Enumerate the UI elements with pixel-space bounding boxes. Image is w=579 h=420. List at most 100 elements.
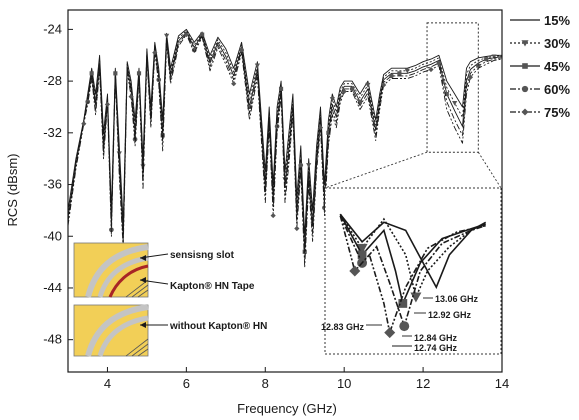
data-point xyxy=(152,50,158,56)
data-point xyxy=(200,32,205,37)
zoom-data-point xyxy=(356,243,368,254)
data-point xyxy=(294,225,300,232)
series-line-75pct xyxy=(67,34,503,268)
sensing-slot-outer-2 xyxy=(85,304,149,357)
label-without-kapton: without Kapton® HN xyxy=(169,321,267,332)
legend-marker xyxy=(521,108,529,116)
data-point xyxy=(365,82,371,88)
legend-marker xyxy=(522,63,528,69)
data-point xyxy=(389,73,394,79)
callout-arrowhead-tape xyxy=(140,277,146,283)
data-point xyxy=(254,63,260,69)
data-point xyxy=(156,77,162,83)
data-point xyxy=(128,94,134,100)
y-axis: -24 -28 -32 -36 -40 -44 -48 xyxy=(43,21,73,347)
y-tick-label: -28 xyxy=(43,73,62,88)
data-point xyxy=(104,101,111,107)
zoom-source-box xyxy=(426,22,479,153)
legend-label: 15% xyxy=(544,13,570,28)
data-point xyxy=(404,68,410,74)
callout-arrowhead-no-tape xyxy=(140,322,146,328)
zoom-data-point xyxy=(384,327,396,339)
y-tick-label: -44 xyxy=(43,280,62,295)
zoom-series-line xyxy=(339,213,487,290)
kapton-tape xyxy=(108,264,149,298)
sensing-slot-inner-2 xyxy=(97,315,149,357)
data-point xyxy=(491,54,497,60)
series-line-15pct xyxy=(67,28,502,237)
slot-hatch xyxy=(125,279,149,298)
legend: 15% 30% 45% 60% 75% xyxy=(510,13,570,120)
plot-frame xyxy=(67,9,503,373)
x-axis-title: Frequency (GHz) xyxy=(237,401,337,416)
zoom-data-point xyxy=(349,265,361,277)
data-point xyxy=(164,33,170,39)
data-point xyxy=(231,81,237,87)
data-point xyxy=(247,104,252,110)
series-group xyxy=(67,28,503,268)
label-kapton-tape: Kapton® HN Tape xyxy=(170,281,255,292)
zoom-annotation: 12.83 GHz xyxy=(321,322,365,332)
data-point xyxy=(484,57,489,62)
sensor-inset-callouts: sensisng slot Kapton® HN Tape without Ka… xyxy=(139,250,267,332)
data-point xyxy=(329,97,335,102)
data-point xyxy=(467,74,474,80)
data-point xyxy=(341,88,347,95)
slot-hatch-2 xyxy=(125,338,149,357)
zoom-annotation: 12.84 GHz xyxy=(414,333,458,343)
zoom-guide-right xyxy=(477,151,502,189)
data-point xyxy=(239,47,244,53)
sensor-inset-without-tape xyxy=(73,304,149,357)
x-axis: 4 6 8 10 12 14 xyxy=(104,367,509,391)
series-line-45pct xyxy=(67,31,503,253)
legend-label: 75% xyxy=(544,105,570,120)
label-sensing-slot: sensisng slot xyxy=(170,250,235,261)
zoom-annotation: 12.74 GHz xyxy=(414,343,458,353)
data-point xyxy=(357,99,363,104)
data-point xyxy=(452,101,458,106)
data-point xyxy=(326,130,331,135)
data-point xyxy=(317,125,324,131)
sensing-slot-outer xyxy=(85,244,149,298)
series-line-30pct xyxy=(67,30,503,245)
data-point xyxy=(444,91,449,97)
zoom-inset: 13.06 GHz 12.92 GHz 12.83 GHz 12.84 GHz12.7… xyxy=(321,187,502,355)
data-point xyxy=(436,60,442,66)
legend-label: 45% xyxy=(544,59,570,74)
x-tick-label: 14 xyxy=(495,376,509,391)
data-point xyxy=(183,31,189,38)
zoom-guides xyxy=(324,22,502,189)
legend-label: 30% xyxy=(544,36,570,51)
y-tick-label: -36 xyxy=(43,177,62,192)
data-point xyxy=(428,66,434,73)
sensor-inset-with-tape xyxy=(73,242,149,298)
zoom-data-point xyxy=(410,292,422,303)
zoom-data-point xyxy=(399,321,410,332)
data-point xyxy=(81,121,87,127)
zoom-series-line xyxy=(339,215,486,336)
x-tick-label: 4 xyxy=(104,376,111,391)
y-tick-label: -48 xyxy=(43,332,62,347)
data-point xyxy=(113,71,118,76)
legend-label: 60% xyxy=(544,82,570,97)
x-tick-label: 8 xyxy=(262,376,269,391)
zoom-series-line xyxy=(339,213,487,300)
data-point xyxy=(278,86,284,91)
y-tick-label: -32 xyxy=(43,125,62,140)
data-point xyxy=(306,163,312,168)
data-point xyxy=(298,162,304,168)
data-point xyxy=(381,82,387,88)
data-point xyxy=(270,212,276,219)
data-point xyxy=(274,124,280,129)
y-tick-label: -24 xyxy=(43,21,62,36)
x-tick-label: 10 xyxy=(337,376,351,391)
sensing-slot-inner xyxy=(97,255,149,298)
legend-marker xyxy=(521,85,529,93)
sensor-inset-without-tape-bg xyxy=(73,304,149,357)
zoom-data-point xyxy=(357,250,367,260)
zoom-annotation: 12.92 GHz xyxy=(428,310,472,320)
data-point xyxy=(89,71,94,76)
data-point xyxy=(349,86,355,92)
zoom-annotation: 13.06 GHz xyxy=(435,294,479,304)
